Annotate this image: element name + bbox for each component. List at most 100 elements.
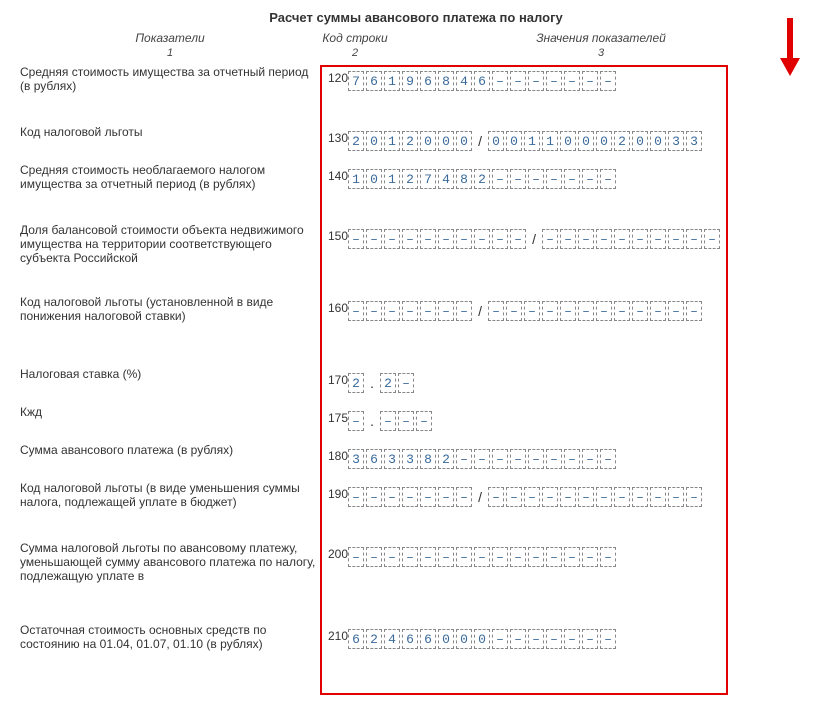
value-cell: – xyxy=(402,229,418,249)
subheader-3: 3 xyxy=(390,47,812,59)
line-code: 160 xyxy=(328,301,348,315)
value-cell: 3 xyxy=(668,131,684,151)
value-cell: – xyxy=(668,301,684,321)
value-cell: 0 xyxy=(420,131,436,151)
value-cell: – xyxy=(384,547,400,567)
value-cell: – xyxy=(420,229,436,249)
value-cell: – xyxy=(582,71,598,91)
value-cell: – xyxy=(420,301,436,321)
value-cell: – xyxy=(420,487,436,507)
value-cell: – xyxy=(488,301,504,321)
subheader-1: 1 xyxy=(20,47,320,59)
value-cell: – xyxy=(474,547,490,567)
value-cell: – xyxy=(564,547,580,567)
value-cell: – xyxy=(366,301,382,321)
row-label: Сумма авансового платежа (в рублях) xyxy=(20,443,320,467)
row-values: 200––––––––––––––– xyxy=(328,547,720,615)
value-cell: – xyxy=(366,547,382,567)
value-cell: – xyxy=(420,547,436,567)
value-cell: – xyxy=(384,229,400,249)
row-label: Средняя стоимость имущества за отчетный … xyxy=(20,65,320,111)
cell-group: ––––––––––/–––––––––– xyxy=(348,229,720,249)
value-cell: – xyxy=(528,547,544,567)
value-cell: – xyxy=(668,229,684,249)
separator: . xyxy=(366,373,378,393)
value-cell: 4 xyxy=(456,71,472,91)
row-label: Кжд xyxy=(20,405,320,429)
cell-group: 2.2– xyxy=(348,373,414,393)
line-code: 180 xyxy=(328,449,348,463)
value-cell: 1 xyxy=(542,131,558,151)
value-cell: 2 xyxy=(438,449,454,469)
line-code: 175 xyxy=(328,411,348,425)
value-cell: – xyxy=(510,449,526,469)
row-label: Доля балансовой стоимости объекта недвиж… xyxy=(20,223,320,281)
value-cell: 6 xyxy=(420,71,436,91)
value-cell: – xyxy=(546,629,562,649)
value-cell: – xyxy=(542,229,558,249)
value-cell: – xyxy=(510,169,526,189)
value-cell: – xyxy=(348,229,364,249)
value-cell: – xyxy=(398,373,414,393)
value-cell: – xyxy=(510,229,526,249)
value-cell: – xyxy=(582,169,598,189)
cell-group: –––––––/–––––––––––– xyxy=(348,301,702,321)
value-cell: – xyxy=(492,229,508,249)
header-code: Код строки xyxy=(320,31,390,45)
value-cell: – xyxy=(614,301,630,321)
row-values: 14010127482––––––– xyxy=(328,169,720,215)
value-cell: 3 xyxy=(686,131,702,151)
value-cell: – xyxy=(600,547,616,567)
cell-group: –––––––/–––––––––––– xyxy=(348,487,702,507)
value-cell: 2 xyxy=(402,131,418,151)
value-cell: – xyxy=(546,449,562,469)
value-cell: – xyxy=(578,487,594,507)
separator: / xyxy=(528,229,540,249)
value-cell: – xyxy=(524,301,540,321)
value-cell: – xyxy=(542,301,558,321)
value-cell: – xyxy=(348,301,364,321)
value-cell: – xyxy=(546,547,562,567)
line-code: 210 xyxy=(328,629,348,643)
value-cell: – xyxy=(506,487,522,507)
value-cell: 0 xyxy=(366,169,382,189)
separator: / xyxy=(474,487,486,507)
value-cell: 6 xyxy=(366,449,382,469)
value-cell: – xyxy=(564,71,580,91)
value-cell: – xyxy=(348,547,364,567)
value-cell: – xyxy=(668,487,684,507)
subheader-2: 2 xyxy=(320,47,390,59)
value-cell: – xyxy=(650,301,666,321)
row-label: Код налоговой льготы (установленной в ви… xyxy=(20,295,320,353)
value-cell: – xyxy=(600,169,616,189)
values-highlight-box: 12076196846–––––––1302012000/00110002003… xyxy=(320,65,728,695)
value-cell: 0 xyxy=(596,131,612,151)
value-cell: – xyxy=(398,411,414,431)
value-cell: – xyxy=(600,449,616,469)
line-code: 190 xyxy=(328,487,348,501)
value-cell: 2 xyxy=(348,131,364,151)
row-values: 150––––––––––/–––––––––– xyxy=(328,229,720,287)
value-cell: – xyxy=(596,301,612,321)
value-cell: 8 xyxy=(438,71,454,91)
value-cell: – xyxy=(560,301,576,321)
value-cell: 1 xyxy=(524,131,540,151)
value-cell: – xyxy=(582,547,598,567)
value-cell: 8 xyxy=(456,169,472,189)
cell-group: 2012000/001100020033 xyxy=(348,131,702,151)
value-cell: – xyxy=(456,301,472,321)
value-cell: 0 xyxy=(456,629,472,649)
value-cell: 0 xyxy=(474,629,490,649)
value-cell: – xyxy=(506,301,522,321)
value-cell: – xyxy=(438,301,454,321)
value-cell: 3 xyxy=(348,449,364,469)
separator: / xyxy=(474,301,486,321)
value-cell: 1 xyxy=(384,71,400,91)
value-cell: 0 xyxy=(438,629,454,649)
highlight-arrow xyxy=(778,18,802,78)
labels-column: Средняя стоимость имущества за отчетный … xyxy=(20,65,320,695)
value-cell: 6 xyxy=(474,71,490,91)
line-code: 150 xyxy=(328,229,348,243)
value-cell: 0 xyxy=(650,131,666,151)
value-cell: – xyxy=(510,629,526,649)
